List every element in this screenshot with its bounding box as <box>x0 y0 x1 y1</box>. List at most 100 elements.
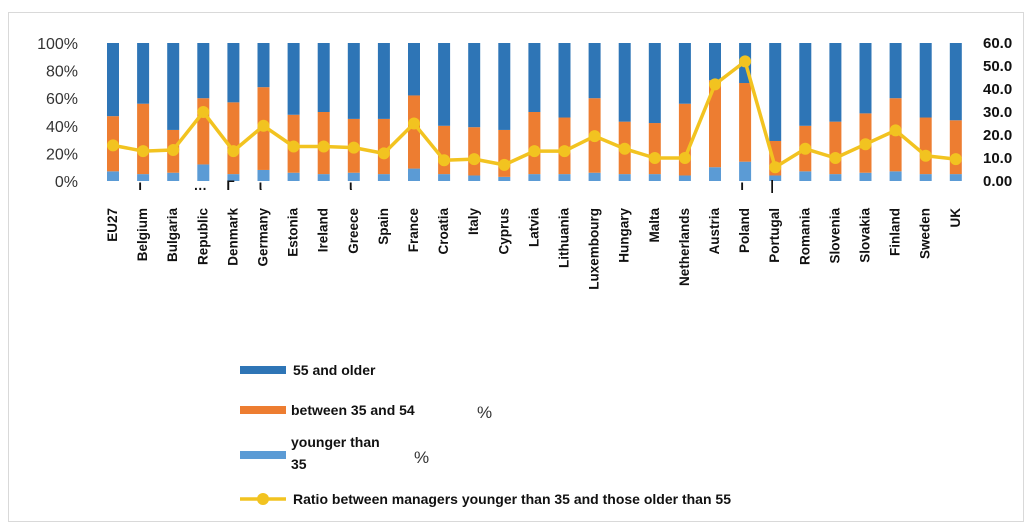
bar-segment-young <box>377 174 390 181</box>
y-right-tick-label: 50.0 <box>983 58 1012 75</box>
ratio-marker <box>408 117 420 130</box>
category-label: Belgium <box>135 208 150 261</box>
bar-segment-old <box>317 43 330 112</box>
bar-segment-middle <box>709 80 721 168</box>
category-label: Austria <box>707 208 722 255</box>
ratio-marker <box>949 153 962 166</box>
legend-marker-ratio <box>257 493 269 505</box>
ratio-marker <box>829 152 842 164</box>
legend-unit-young: % <box>414 448 429 467</box>
bar-segment-old <box>498 43 511 130</box>
y-left-tick-label: 100% <box>37 36 78 53</box>
bar-segment-old <box>799 43 812 126</box>
bar-segment-young <box>709 167 721 181</box>
bar-segment-young <box>799 171 812 181</box>
bar-segment-young <box>618 174 631 181</box>
ratio-marker <box>709 78 721 91</box>
bar-segment-young <box>137 174 150 181</box>
stray-mark: | <box>770 178 774 193</box>
bar-segment-old <box>558 43 571 118</box>
category-label: Croatia <box>436 208 451 255</box>
bar-segment-old <box>769 43 782 141</box>
category-label: Lithuania <box>557 208 572 268</box>
category-label: Greece <box>346 208 361 254</box>
ratio-marker <box>769 161 782 174</box>
y-right-tick-label: 40.0 <box>983 81 1012 98</box>
category-label: Luxembourg <box>587 208 602 290</box>
ratio-marker <box>197 106 210 118</box>
stray-mark: ι <box>349 178 353 193</box>
bar-segment-young <box>919 174 932 181</box>
stray-mark: ı <box>740 178 744 193</box>
category-label: Netherlands <box>677 208 692 286</box>
category-label: Slovakia <box>858 208 873 263</box>
bar-segment-old <box>257 43 270 88</box>
bar-segment-young <box>227 174 240 181</box>
category-label: Romania <box>797 208 812 266</box>
category-label: Germany <box>256 208 271 267</box>
ratio-marker <box>468 153 481 166</box>
legend-label-old: 55 and older <box>293 362 376 378</box>
bar-segment-old <box>468 43 481 128</box>
bar-segment-young <box>408 168 420 181</box>
bar-segment-middle <box>739 83 752 162</box>
bar-segment-old <box>709 43 721 81</box>
category-label: UK <box>948 208 963 228</box>
bar-segment-old <box>618 43 631 122</box>
bar-segment-middle <box>528 112 541 175</box>
y-left-tick-label: 80% <box>46 64 78 81</box>
category-label: EU27 <box>105 208 120 242</box>
bar-segment-middle <box>377 118 390 175</box>
category-label: Cyprus <box>496 208 511 255</box>
stray-mark: ı <box>138 178 142 193</box>
bar-segment-middle <box>829 121 842 175</box>
y-left-tick-label: 20% <box>46 146 78 163</box>
legend-label-young-2: 35 <box>291 456 307 472</box>
bar-segment-middle <box>468 127 481 176</box>
bar-segment-old <box>528 43 541 112</box>
bar-segment-old <box>889 43 902 99</box>
bar-segment-young <box>528 174 541 181</box>
category-label: Sweden <box>918 208 933 259</box>
ratio-marker <box>377 147 390 160</box>
ratio-marker <box>588 130 601 143</box>
category-label: Hungary <box>617 208 632 263</box>
ratio-marker <box>648 152 661 164</box>
ratio-marker <box>618 142 631 155</box>
bar-segment-old <box>287 43 300 115</box>
category-label: Latvia <box>526 208 541 248</box>
bar-segment-middle <box>949 120 962 175</box>
ratio-marker <box>859 138 872 151</box>
ratio-marker <box>347 141 360 154</box>
category-label: Finland <box>888 208 903 256</box>
bar-segment-young <box>498 176 511 181</box>
bar-segment-young <box>949 174 962 181</box>
bar-segment-young <box>107 171 119 181</box>
bar-segment-old <box>107 43 119 117</box>
category-label: Ireland <box>316 208 331 252</box>
y-left-tick-label: 0% <box>55 174 78 191</box>
category-label: Estonia <box>286 208 301 257</box>
bar-segment-old <box>137 43 150 104</box>
bar-segment-young <box>648 174 661 181</box>
legend-label-middle: between 35 and 54 <box>291 402 415 418</box>
stray-mark: ι <box>259 178 263 193</box>
bar-segment-old <box>197 43 210 99</box>
ratio-marker <box>799 142 812 155</box>
bar-segment-young <box>347 172 360 181</box>
ratio-marker <box>889 124 902 137</box>
ratio-marker <box>317 140 330 153</box>
category-label: Poland <box>737 208 752 253</box>
bar-segment-old <box>829 43 842 122</box>
bar-segment-young <box>558 174 571 181</box>
bar-segment-middle <box>227 102 240 175</box>
ratio-marker <box>919 149 932 162</box>
ratio-marker <box>137 145 150 158</box>
bar-segment-young <box>859 172 872 181</box>
stray-mark: … <box>194 178 208 193</box>
bar-segment-middle <box>648 123 661 175</box>
category-label: Malta <box>647 208 662 243</box>
y-right-tick-label: 30.0 <box>983 104 1012 121</box>
bar-segment-old <box>648 43 661 124</box>
